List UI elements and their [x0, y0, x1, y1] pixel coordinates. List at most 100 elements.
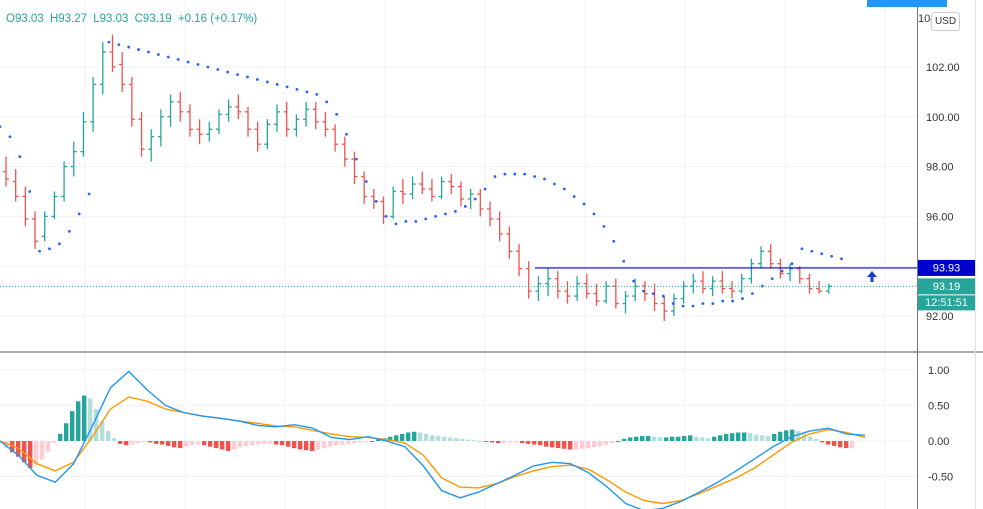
ohlc-bar [670, 293, 677, 316]
ohlc-bar [477, 189, 484, 217]
sar-dot [127, 45, 131, 49]
countdown-tag-bg [918, 295, 975, 311]
histogram-bar [70, 411, 75, 441]
histogram-bar [778, 431, 783, 441]
price-axis-label: 100.00 [926, 112, 960, 124]
sar-dot [830, 254, 833, 258]
signal-line [0, 396, 866, 505]
toolbar-button[interactable] [867, 0, 947, 7]
histogram-bar [148, 441, 153, 443]
ohlc-bar [119, 52, 126, 92]
histogram-bar [502, 441, 507, 444]
ohlc-bar [225, 99, 232, 122]
ohlc-bar [22, 186, 29, 227]
macd-axis-label: 0.00 [928, 436, 949, 448]
histogram-bar [496, 441, 501, 444]
histogram-bar [670, 436, 675, 441]
histogram-bar [58, 433, 63, 441]
ohlc-legend: O93.03 H93.27 L93.03 C93.19 +0.16 (+0.17… [6, 13, 260, 25]
sar-dot [424, 217, 428, 221]
histogram-bar [262, 441, 267, 444]
ohlc-bar [758, 246, 765, 269]
last-price-tag: 93.19 [918, 278, 975, 295]
sar-dot [513, 172, 517, 176]
histogram-bar [118, 441, 123, 444]
sar-dot [226, 70, 230, 74]
histogram-bar [166, 441, 171, 446]
sar-dot [285, 85, 289, 89]
sar-dot [58, 242, 61, 246]
histogram-bar [814, 438, 819, 441]
sar-dot [67, 229, 71, 233]
histogram-bar [454, 438, 459, 441]
histogram-bar [820, 441, 825, 443]
sar-dot [473, 197, 477, 201]
histogram-bar [208, 441, 213, 447]
ohlc-bar [787, 263, 794, 282]
sar-dot [711, 302, 715, 305]
sar-dot [404, 219, 408, 223]
sar-dot [751, 292, 754, 295]
sar-dot [305, 90, 309, 94]
histogram-bar [634, 436, 639, 441]
legend-change: +0.16 (+0.17%) [177, 13, 258, 25]
histogram-bar [28, 441, 33, 468]
sar-dot [256, 78, 259, 81]
sar-dot [295, 88, 299, 91]
histogram-bar [838, 441, 843, 448]
histogram-bar [34, 441, 39, 466]
histogram-bar [598, 441, 603, 446]
sar-dot [642, 289, 645, 293]
ohlc-bar [661, 296, 668, 321]
ohlc-bar [41, 211, 48, 242]
histogram-bar [280, 441, 285, 446]
ohlc-bar [370, 189, 377, 209]
ohlc-bar [51, 191, 58, 219]
legend-close: C93.19 [134, 13, 172, 25]
sar-dot [28, 190, 32, 193]
sar-dot [18, 155, 22, 159]
ohlc-bar [332, 124, 339, 152]
ohlc-bar [457, 181, 464, 207]
sar-dot [325, 100, 329, 104]
histogram-bar [730, 433, 735, 441]
histogram-bar [616, 441, 621, 442]
ohlc-bar [254, 121, 261, 152]
histogram-bar [604, 441, 609, 445]
currency-button[interactable]: USD [931, 12, 960, 31]
histogram-bar [106, 431, 111, 441]
histogram-bar [844, 441, 849, 449]
sar-dot [810, 249, 814, 253]
ohlc-bar [274, 104, 281, 132]
histogram-bar [766, 436, 771, 441]
histogram-bar [400, 433, 405, 441]
sar-dot [582, 202, 586, 206]
macd-histogram [4, 395, 855, 468]
sar-dot [384, 215, 388, 218]
histogram-bar [244, 441, 249, 446]
ohlc-bar [796, 266, 803, 284]
ohlc-bar [806, 273, 813, 294]
sar-dot [394, 222, 398, 226]
histogram-bar [274, 441, 279, 445]
ohlc-bar [651, 283, 658, 312]
ohlc-bar [283, 101, 290, 137]
sar-dot [800, 247, 804, 251]
ohlc-bar [680, 281, 687, 304]
histogram-bar [622, 438, 627, 441]
sar-dot [820, 252, 824, 256]
sar-dot [315, 92, 319, 96]
ohlc-bar [303, 101, 310, 127]
histogram-bar [514, 441, 519, 443]
histogram-bar [544, 441, 549, 447]
histogram-bar [478, 441, 483, 442]
histogram-bar [220, 441, 225, 450]
histogram-bar [790, 429, 795, 441]
sar-dot [661, 294, 665, 298]
histogram-bar [808, 436, 813, 441]
ohlc-bar [70, 141, 77, 177]
sar-dot [147, 50, 150, 54]
sar-dot [533, 175, 536, 178]
sar-dot [553, 182, 556, 186]
